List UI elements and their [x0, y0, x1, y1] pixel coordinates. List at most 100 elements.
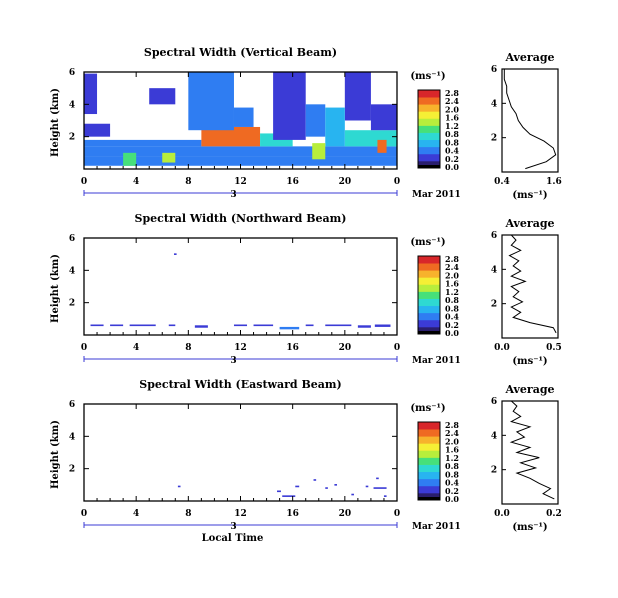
colorbar-label: 1.2	[445, 453, 459, 463]
heatmap-cell	[325, 487, 328, 489]
x-tick-label: 20	[339, 343, 352, 353]
x-tick-label: 8	[185, 343, 191, 353]
heatmap-cell	[194, 325, 208, 328]
colorbar-label: 2.8	[445, 88, 459, 98]
colorbar-swatch	[418, 485, 440, 494]
avg-x-axis-label: (ms⁻¹)	[512, 190, 547, 201]
heatmap-cell	[351, 493, 354, 496]
heatmap-cell	[279, 326, 300, 330]
colorbar-swatch	[418, 298, 440, 307]
x-tick-label: 0	[394, 509, 400, 519]
chart-title: Spectral Width (Eastward Beam)	[139, 378, 341, 391]
colorbar-swatch	[418, 111, 440, 119]
heatmap-cell	[312, 143, 326, 160]
heatmap-cell	[277, 490, 281, 493]
colorbar-swatch	[418, 97, 440, 105]
colorbar-unit: (ms⁻¹)	[410, 237, 445, 248]
avg-y-tick-label: 2	[491, 134, 497, 144]
avg-y-tick-label: 6	[491, 231, 497, 241]
average-frame	[501, 400, 559, 505]
colorbar-label: 2.4	[445, 262, 459, 272]
y-axis-label: Height (km)	[50, 254, 61, 323]
heatmap-cell	[334, 484, 338, 486]
y-tick-label: 2	[69, 133, 75, 143]
average-title: Average	[504, 383, 554, 396]
colorbar-label: 0.4	[445, 312, 459, 322]
colorbar-label: 0.8	[445, 461, 459, 471]
heatmap-cell	[344, 130, 397, 147]
colorbar-swatch	[418, 326, 440, 335]
chart-title: Spectral Width (Northward Beam)	[135, 212, 347, 225]
colorbar-swatch	[418, 429, 440, 437]
colorbar-base	[418, 497, 440, 500]
x-tick-label: 16	[286, 177, 299, 187]
heatmap-cell	[377, 139, 387, 153]
colorbar-swatch	[418, 284, 440, 292]
heatmap-cell	[84, 156, 397, 166]
heatmap-cell	[365, 485, 369, 488]
avg-y-tick-label: 6	[491, 65, 497, 75]
colorbar-swatch	[418, 160, 440, 169]
colorbar-swatch	[418, 436, 440, 444]
colorbar-frame	[417, 255, 441, 335]
heatmap-cell	[370, 104, 397, 131]
colorbar-swatch	[418, 291, 440, 299]
x-tick-label: 20	[339, 177, 352, 187]
heatmap-cell	[295, 485, 300, 488]
avg-x-tick-label: 0.4	[494, 177, 510, 187]
colorbar-base	[418, 165, 440, 168]
colorbar-label: 0.4	[445, 146, 459, 156]
x-tick-label: 4	[133, 509, 139, 519]
colorbar-label: 0.8	[445, 303, 459, 313]
heatmap-cell	[373, 487, 387, 489]
average-title: Average	[504, 51, 554, 64]
average-frame	[501, 234, 559, 339]
avg-x-tick-label: 0.2	[546, 509, 562, 519]
heatmap-cell	[84, 139, 202, 147]
heatmap-cell	[173, 253, 177, 255]
x-tick-label: 4	[133, 343, 139, 353]
colorbar-label: 0.8	[445, 137, 459, 147]
colorbar-swatch	[418, 125, 440, 133]
y-tick-label: 4	[69, 100, 75, 110]
colorbar-swatch	[418, 270, 440, 278]
colorbar-swatch	[418, 443, 440, 451]
heatmap-cell	[273, 72, 306, 140]
average-title: Average	[504, 217, 554, 230]
y-axis-label: Height (km)	[50, 88, 61, 157]
heatmap-cell	[162, 152, 176, 163]
y-tick-label: 4	[69, 266, 75, 276]
colorbar-label: 2.4	[445, 428, 459, 438]
avg-x-tick-label: 1.6	[546, 177, 562, 187]
colorbar-swatch	[418, 104, 440, 112]
heatmap-cell	[305, 104, 326, 137]
colorbar-label: 2.0	[445, 104, 459, 114]
colorbar-label: 2.8	[445, 254, 459, 264]
chart-title: Spectral Width (Vertical Beam)	[144, 46, 337, 59]
x-tick-label: 0	[394, 343, 400, 353]
heatmap-cell	[129, 324, 156, 327]
colorbar-label: 2.0	[445, 270, 459, 280]
x-tick-label: 16	[286, 509, 299, 519]
x-tick-label: 8	[185, 177, 191, 187]
average-frame	[501, 68, 559, 173]
x-tick-label: 0	[81, 509, 87, 519]
colorbar-label: 0.8	[445, 129, 459, 139]
heatmap-cell	[90, 324, 104, 327]
avg-y-tick-label: 4	[491, 431, 497, 441]
x-tick-label: 0	[394, 177, 400, 187]
heatmap-cell	[357, 325, 371, 328]
colorbar-swatch	[418, 422, 440, 430]
heatmap-cell	[313, 479, 317, 481]
avg-y-tick-label: 2	[491, 466, 497, 476]
x-tick-label: 12	[234, 343, 247, 353]
colorbar-label: 2.8	[445, 420, 459, 430]
x-tick-label: 0	[81, 343, 87, 353]
colorbar-label: 0.0	[445, 328, 459, 338]
colorbar-label: 0.0	[445, 494, 459, 504]
month-label: Mar 2011	[412, 190, 461, 200]
day-label: 3	[230, 356, 236, 366]
heatmap-cell	[168, 324, 176, 327]
heatmap-cell	[325, 107, 345, 147]
